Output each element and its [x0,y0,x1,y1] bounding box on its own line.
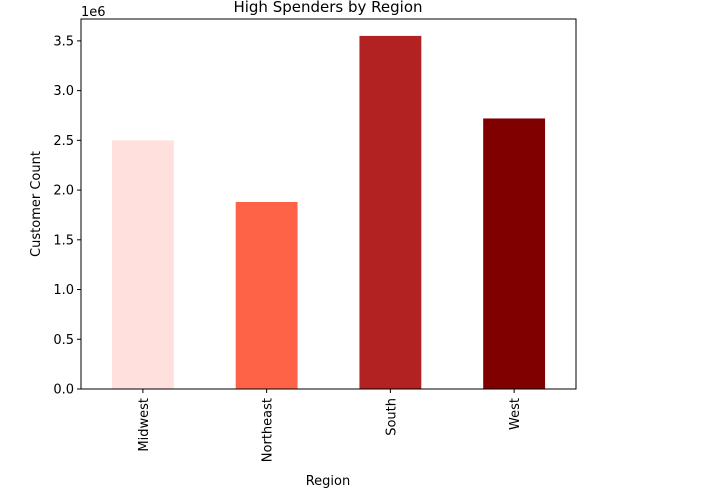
bars-group [111,35,546,390]
y-tick-label: 1.5 [53,233,74,248]
y-tick-label: 2.0 [53,184,74,199]
y-tick-label: 3.5 [53,34,74,49]
bar-south [359,35,422,389]
y-axis-scale-label: 1e6 [81,5,106,20]
chart-title: High Spenders by Region [233,0,422,16]
x-axis-label: Region [306,474,351,489]
y-axis: 0.0 0.5 1.0 1.5 2.0 2.5 3.0 3.5 [53,34,81,398]
y-tick-label: 3.0 [53,84,74,99]
bar-west [483,118,546,390]
x-tick-label-midwest: Midwest [137,398,152,452]
y-tick-label: 1.0 [53,283,74,298]
x-tick-label-northeast: Northeast [261,398,276,462]
y-tick-label: 0.0 [53,383,74,398]
y-tick-label: 0.5 [53,333,74,348]
x-axis: Midwest Northeast South West [137,389,523,462]
bar-northeast [235,202,298,389]
x-tick-label-west: West [508,398,523,430]
x-tick-label-south: South [384,398,399,436]
bar-midwest [111,140,174,389]
y-axis-label: Customer Count [29,151,44,257]
plot-frame [80,18,577,390]
y-tick-label: 2.5 [53,134,74,149]
